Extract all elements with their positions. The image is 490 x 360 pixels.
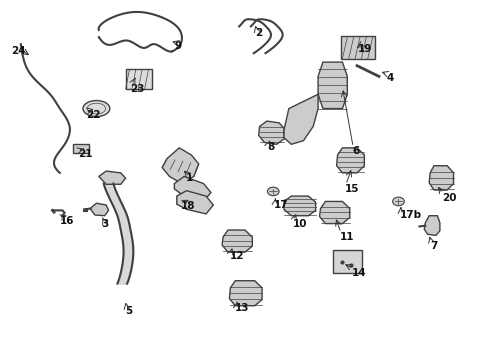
Polygon shape <box>229 281 262 306</box>
Text: 10: 10 <box>293 219 307 229</box>
Polygon shape <box>337 148 365 173</box>
Text: 2: 2 <box>255 28 262 38</box>
Text: 8: 8 <box>267 143 274 153</box>
Ellipse shape <box>83 100 110 117</box>
Polygon shape <box>319 202 350 224</box>
FancyBboxPatch shape <box>73 144 89 153</box>
Text: 9: 9 <box>174 41 181 51</box>
Bar <box>125 69 152 89</box>
Polygon shape <box>177 191 213 214</box>
Polygon shape <box>90 203 109 216</box>
Text: 18: 18 <box>181 202 195 211</box>
Text: 4: 4 <box>386 73 393 83</box>
Text: 24: 24 <box>11 46 26 56</box>
Polygon shape <box>259 121 284 144</box>
Text: 7: 7 <box>430 241 438 251</box>
Text: 15: 15 <box>345 184 359 194</box>
Polygon shape <box>284 94 318 144</box>
Polygon shape <box>162 148 199 184</box>
Text: 12: 12 <box>229 251 244 261</box>
Polygon shape <box>174 176 211 202</box>
Text: 17b: 17b <box>400 210 422 220</box>
Text: 22: 22 <box>86 111 100 120</box>
Circle shape <box>268 187 279 196</box>
Polygon shape <box>424 216 440 235</box>
Polygon shape <box>99 171 125 184</box>
Text: 16: 16 <box>60 216 74 226</box>
Text: 11: 11 <box>340 232 354 242</box>
Polygon shape <box>284 196 316 216</box>
Text: 17: 17 <box>274 200 289 210</box>
Polygon shape <box>318 62 347 109</box>
Text: 5: 5 <box>125 306 133 316</box>
Text: 3: 3 <box>101 219 108 229</box>
Text: 23: 23 <box>130 84 145 94</box>
Text: 1: 1 <box>186 173 193 183</box>
Bar <box>333 249 362 273</box>
Text: 21: 21 <box>78 149 93 158</box>
Text: 14: 14 <box>352 267 367 278</box>
Text: 19: 19 <box>358 44 372 54</box>
Text: 20: 20 <box>442 193 457 203</box>
Polygon shape <box>222 230 252 252</box>
Text: 6: 6 <box>352 146 360 156</box>
Circle shape <box>392 197 404 206</box>
Text: 13: 13 <box>235 303 250 313</box>
Polygon shape <box>429 166 454 190</box>
FancyBboxPatch shape <box>342 36 375 59</box>
